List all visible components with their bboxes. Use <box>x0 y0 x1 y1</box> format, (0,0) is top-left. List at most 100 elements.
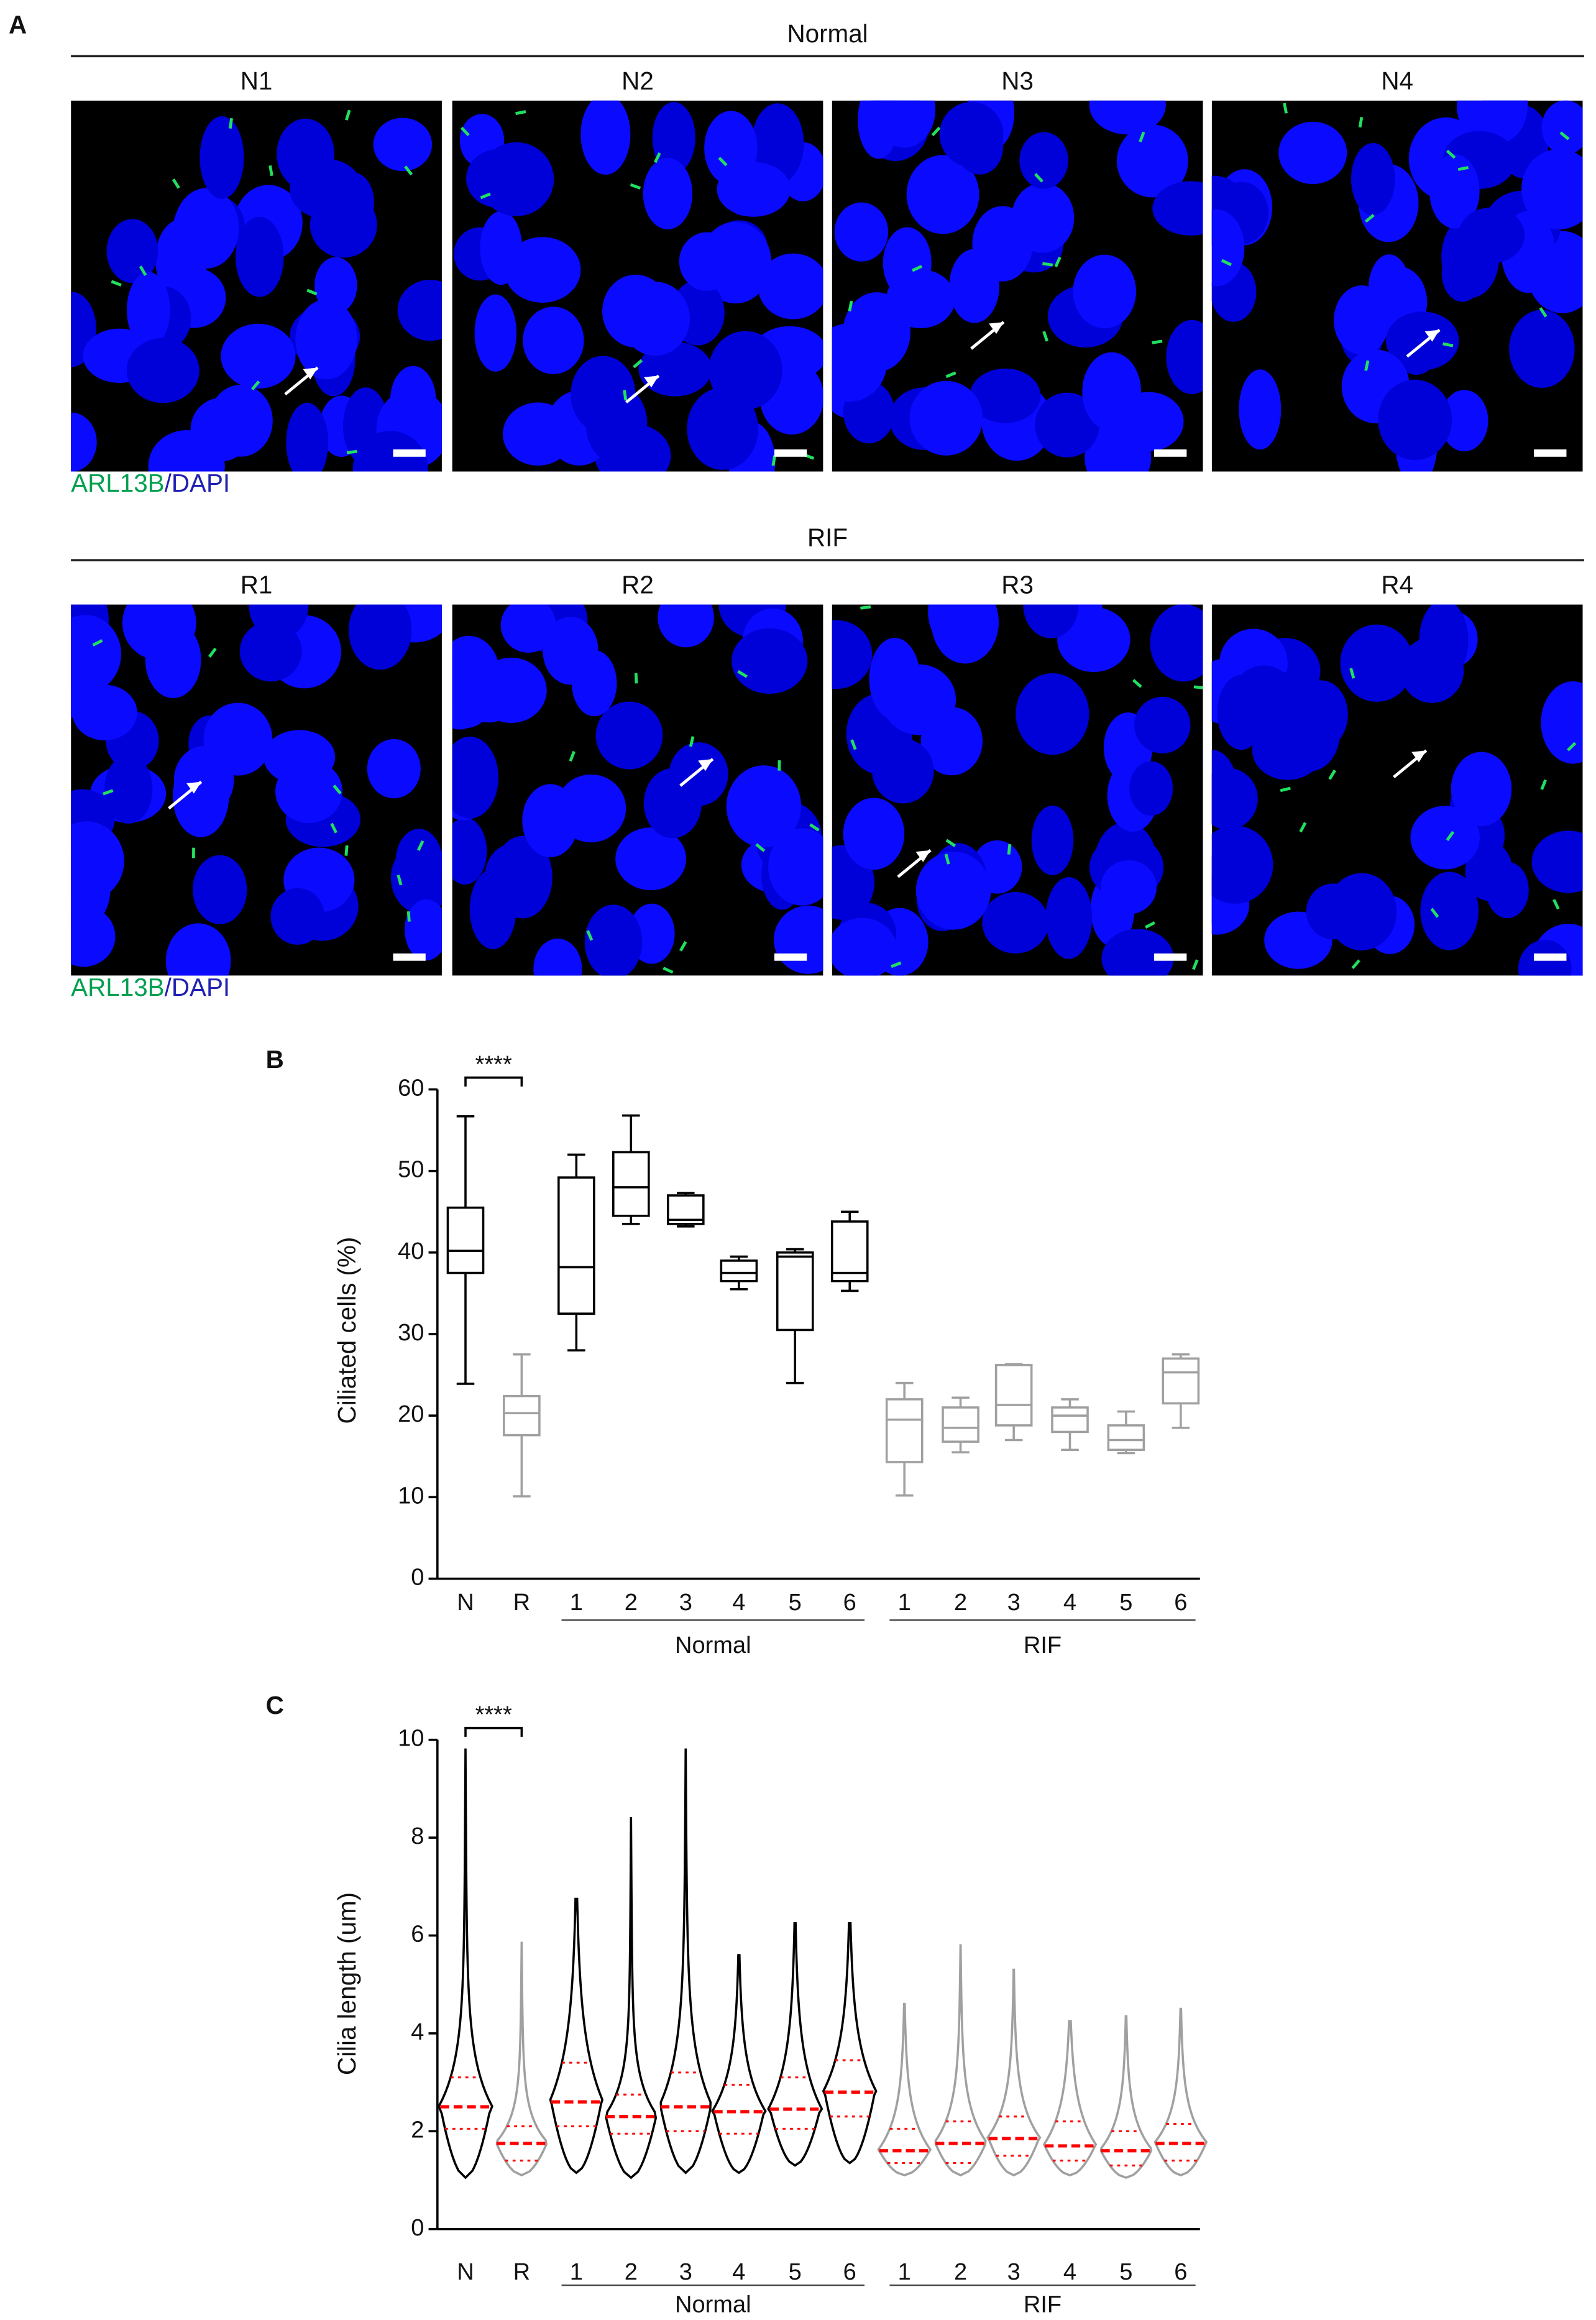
box <box>612 1151 650 1217</box>
x-tick-label: 6 <box>843 1590 856 1616</box>
x-tick-label: 4 <box>732 1590 745 1616</box>
nucleus <box>768 828 823 906</box>
panel-label: A <box>9 11 27 39</box>
significance-bracket <box>464 1726 523 1737</box>
violin <box>822 1922 878 2165</box>
image-label: R3 <box>1001 571 1034 599</box>
nucleus <box>270 888 325 945</box>
arrow-head <box>915 850 931 862</box>
nucleus <box>886 269 955 328</box>
cilium <box>515 110 526 115</box>
cilium <box>172 178 180 189</box>
nucleus <box>504 237 581 303</box>
nucleus <box>474 294 517 372</box>
x-tick-label: N <box>457 2259 474 2285</box>
nucleus <box>571 356 636 433</box>
nucleus <box>1441 245 1484 302</box>
cilium <box>1446 831 1455 841</box>
nucleus <box>1385 311 1459 371</box>
nucleus <box>580 100 631 175</box>
nucleus <box>1211 768 1258 830</box>
group-label: Normal <box>675 2291 751 2318</box>
nucleus <box>397 279 442 341</box>
cilium <box>306 288 318 296</box>
nucleus <box>1057 607 1130 673</box>
nucleus <box>1340 624 1414 702</box>
nucleus <box>615 827 687 890</box>
image-label: R2 <box>621 571 654 599</box>
x-tick-label: 1 <box>570 1590 583 1616</box>
x-tick-label: 5 <box>1119 1590 1132 1616</box>
x-tick-label: 2 <box>625 2259 638 2285</box>
cilium <box>630 183 641 190</box>
cilium <box>406 911 411 922</box>
x-tick-label: 6 <box>1174 1590 1187 1616</box>
scale-bar <box>393 953 426 961</box>
nucleus <box>621 282 690 356</box>
cilium <box>931 126 941 137</box>
cilium <box>1351 959 1360 969</box>
box <box>885 1398 924 1463</box>
nucleus <box>452 653 496 729</box>
nucleus <box>239 621 302 682</box>
nucleus <box>928 604 977 648</box>
cilium <box>1446 149 1456 159</box>
cilium <box>755 843 766 852</box>
nucleus <box>1521 149 1583 229</box>
nucleus <box>71 412 97 472</box>
nucleus <box>643 768 702 839</box>
nucleus <box>915 851 991 930</box>
y-tick-label: 40 <box>398 1238 424 1264</box>
box <box>994 1364 1033 1427</box>
nucleus <box>1378 379 1452 460</box>
nucleus <box>1531 831 1583 893</box>
cilium <box>737 670 748 678</box>
nucleus <box>1242 671 1314 742</box>
x-tick-label: 2 <box>954 1590 967 1616</box>
nucleus <box>726 765 802 848</box>
cilium <box>663 967 674 974</box>
box <box>1107 1424 1145 1452</box>
arrow-head <box>644 375 659 388</box>
arrow-head <box>989 322 1004 334</box>
nucleus <box>1420 872 1479 951</box>
y-tick-label: 2 <box>411 2117 424 2143</box>
nucleus <box>1486 862 1529 919</box>
nucleus <box>71 615 121 693</box>
cilium <box>945 839 956 847</box>
nucleus <box>1035 392 1099 458</box>
x-tick-label: 1 <box>898 2259 911 2285</box>
nucleus <box>174 188 239 269</box>
y-tick-label: 0 <box>411 1565 424 1591</box>
cilium <box>332 785 342 794</box>
violin <box>605 1816 658 2180</box>
y-tick-label: 20 <box>398 1401 424 1427</box>
cilium <box>92 639 103 647</box>
x-tick-label: 4 <box>1063 1590 1076 1616</box>
nucleus <box>522 784 579 858</box>
arrow-head <box>1424 329 1440 342</box>
cilium <box>850 739 857 750</box>
cilium <box>139 265 147 276</box>
x-tick-label: R <box>513 2259 530 2285</box>
nucleus <box>1152 181 1203 236</box>
x-tick-label: 2 <box>954 2259 967 2285</box>
nucleus <box>1101 929 1174 976</box>
nucleus <box>1011 183 1075 253</box>
nucleus <box>595 701 663 770</box>
image-label: N4 <box>1381 67 1413 95</box>
nucleus <box>104 755 153 824</box>
cilium <box>404 165 413 176</box>
cilium <box>1042 331 1049 342</box>
stain-green: ARL13B <box>71 972 165 1001</box>
nucleus <box>584 905 643 976</box>
nucleus <box>1306 883 1360 940</box>
cilium <box>480 192 491 200</box>
nucleus <box>1440 390 1488 452</box>
cilium <box>1042 262 1053 267</box>
image-label: N2 <box>621 67 654 95</box>
nucleus <box>165 923 231 976</box>
nucleus <box>122 604 196 661</box>
nucleus <box>148 430 225 472</box>
nucleus <box>643 157 693 230</box>
